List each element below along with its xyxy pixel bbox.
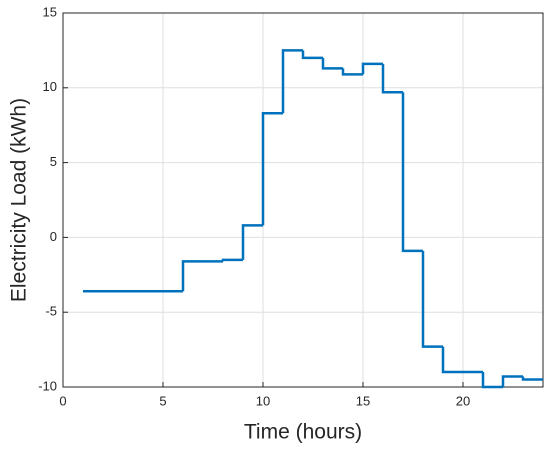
stair-step [481, 372, 503, 389]
stair-step [301, 50, 323, 60]
y-tick-label: 5 [50, 154, 57, 169]
y-tick-label: -10 [38, 378, 57, 393]
x-axis-label: Time (hours) [244, 421, 362, 444]
stair-step [401, 92, 423, 253]
x-tick-label: 0 [59, 393, 66, 408]
y-tick-label: 15 [43, 4, 57, 19]
stair-step [441, 346, 463, 374]
stair-step [341, 68, 363, 76]
stair-step [381, 63, 403, 94]
stair-step [281, 49, 303, 114]
y-axis-label: Electricity Load (kWh) [8, 98, 31, 302]
stair-step [361, 62, 383, 75]
stair-step [421, 250, 443, 348]
stair-step [321, 57, 343, 70]
x-tick-label: 5 [159, 393, 166, 408]
y-tick-label: -5 [45, 304, 57, 319]
stair-step [501, 375, 523, 387]
y-tick-label: 0 [50, 229, 57, 244]
plot-frame [62, 12, 544, 388]
x-tick-label: 20 [456, 393, 470, 408]
stair-step [261, 111, 283, 226]
x-tick-label: 10 [256, 393, 270, 408]
stair-step [221, 258, 243, 262]
y-tick-label: 10 [43, 79, 57, 94]
stair-step [181, 260, 203, 292]
x-tick-label: 15 [356, 393, 370, 408]
stair-step [241, 224, 263, 260]
stair-step [521, 376, 543, 381]
